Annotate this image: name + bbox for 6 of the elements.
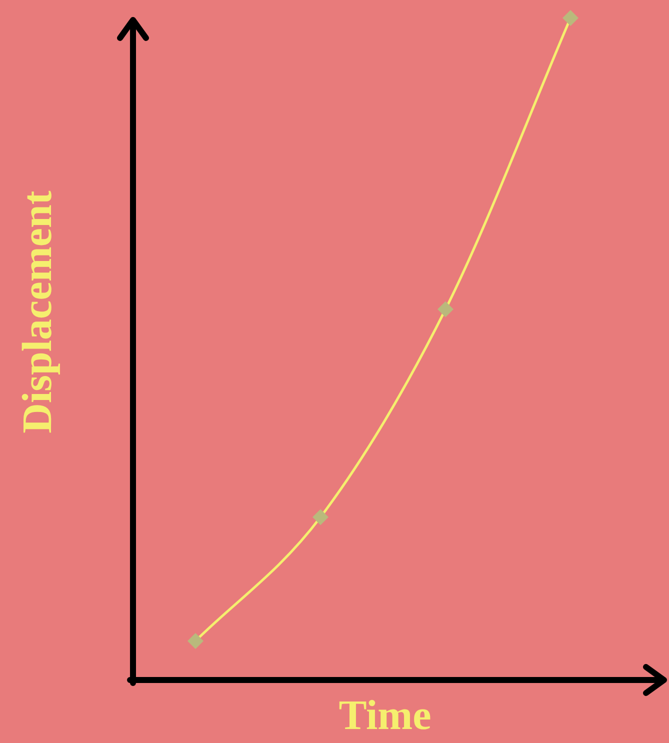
point: [562, 10, 578, 26]
y-axis-title: Displacement: [14, 190, 61, 434]
point: [438, 301, 454, 318]
point: [188, 632, 204, 649]
point: [312, 509, 328, 526]
x-axis-title: Time: [338, 692, 432, 739]
